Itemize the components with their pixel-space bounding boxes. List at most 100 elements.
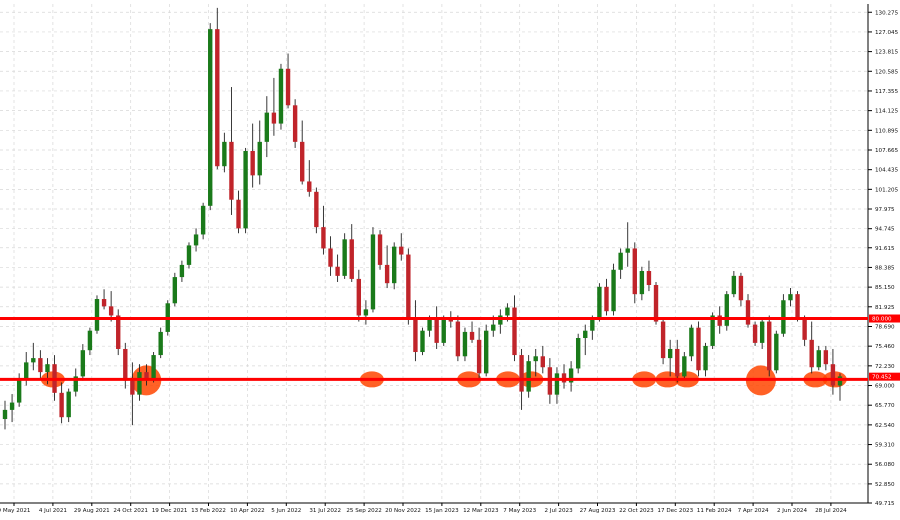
candle-body <box>469 331 475 340</box>
date-tick-label: 12 Mar 2023 <box>463 508 499 514</box>
candle-body <box>420 330 425 353</box>
candle-body <box>38 358 43 373</box>
candle-body <box>767 321 772 371</box>
candle-body <box>413 318 418 353</box>
candle-body <box>392 246 397 284</box>
candle-body <box>406 254 411 319</box>
candle-body <box>349 239 354 279</box>
candle-body <box>724 294 729 326</box>
price-tick-label: 72.230 <box>875 364 895 370</box>
price-tick-label: 110.895 <box>875 128 899 134</box>
price-tick-label: 49.715 <box>875 501 895 507</box>
candle-body <box>710 315 715 346</box>
candle-body <box>208 29 213 206</box>
candle-body <box>434 318 439 343</box>
candle-body <box>200 205 206 235</box>
level-label: 80.000 <box>872 317 892 323</box>
candle-body <box>689 327 694 357</box>
candle-body <box>45 364 50 373</box>
price-tick-label: 81.925 <box>875 305 895 311</box>
date-tick-label: 11 Feb 2024 <box>697 508 732 514</box>
candle-body <box>795 294 800 319</box>
candle-body <box>24 362 29 380</box>
candle-body <box>186 245 192 265</box>
candle-body <box>87 330 93 351</box>
plot-area <box>0 4 868 503</box>
candle-body <box>335 266 340 276</box>
candle-body <box>505 307 510 316</box>
price-tick-label: 75.460 <box>875 344 895 350</box>
price-tick-label: 130.275 <box>875 10 899 16</box>
candle-body <box>675 348 680 377</box>
price-tick-label: 107.665 <box>875 148 899 154</box>
date-tick-label: 7 May 2023 <box>503 508 536 514</box>
candle-body <box>130 380 135 395</box>
price-tick-label: 65.770 <box>875 403 895 409</box>
candle-body <box>243 150 248 229</box>
candle-body <box>2 409 8 420</box>
candle-body <box>179 264 185 278</box>
candle-body <box>703 345 708 371</box>
candle-body <box>377 234 383 265</box>
candle-body <box>16 379 22 403</box>
candle-body <box>151 355 156 380</box>
price-tick-label: 101.205 <box>875 187 899 193</box>
candle-body <box>116 315 121 349</box>
date-tick-label: 9 May 2021 <box>0 508 31 514</box>
candle-body <box>215 29 220 167</box>
candle-body <box>59 392 64 418</box>
candle-body <box>745 300 751 325</box>
candle-body <box>384 264 390 284</box>
price-tick-label: 78.690 <box>875 324 895 330</box>
candle-body <box>137 372 142 395</box>
date-tick-label: 5 Jun 2022 <box>271 508 301 514</box>
candle-body <box>547 367 553 395</box>
date-tick-label: 4 Jul 2021 <box>39 508 68 514</box>
candle-body <box>738 275 744 301</box>
candle-body <box>300 141 305 182</box>
candle-body <box>774 333 779 371</box>
candle-body <box>193 234 199 246</box>
date-tick-label: 13 Feb 2022 <box>191 508 226 514</box>
candle-body <box>328 248 333 267</box>
candle-body <box>455 321 461 357</box>
candle-body <box>717 315 722 326</box>
date-tick-label: 29 Aug 2021 <box>74 508 110 514</box>
candle-body <box>476 339 482 374</box>
candle-body <box>285 68 291 106</box>
price-tick-label: 104.435 <box>875 168 899 174</box>
candle-body <box>526 361 531 392</box>
candle-body <box>604 286 609 312</box>
candle-body <box>759 321 765 343</box>
candle-body <box>73 376 78 392</box>
candle-body <box>802 318 807 340</box>
date-tick-label: 7 Apr 2024 <box>738 508 769 514</box>
price-tick-label: 56.080 <box>875 462 895 468</box>
price-tick-label: 69.000 <box>875 384 895 390</box>
candle-body <box>512 307 517 356</box>
candle-body <box>781 300 786 334</box>
candle-body <box>498 315 503 325</box>
level-label-box <box>869 314 900 323</box>
candle-body <box>540 356 545 368</box>
candle-body <box>632 248 637 295</box>
candle-body <box>597 286 602 319</box>
price-tick-label: 88.385 <box>875 265 895 271</box>
date-tick-label: 19 Dec 2021 <box>152 508 188 514</box>
candle-body <box>809 339 814 368</box>
candle-body <box>441 317 446 343</box>
candle-body <box>321 227 326 249</box>
candle-body <box>9 402 15 410</box>
candle-body <box>483 330 489 374</box>
candle-body <box>101 299 107 307</box>
candle-body <box>342 239 347 276</box>
candle-body <box>222 141 227 167</box>
candle-body <box>80 350 86 377</box>
date-tick-label: 10 Apr 2022 <box>230 508 265 514</box>
candle-body <box>31 358 36 363</box>
candle-body <box>271 112 277 124</box>
date-tick-label: 22 Oct 2023 <box>619 508 654 514</box>
price-tick-label: 85.150 <box>875 285 895 291</box>
price-tick-label: 94.745 <box>875 227 895 233</box>
candle-body <box>158 331 163 356</box>
